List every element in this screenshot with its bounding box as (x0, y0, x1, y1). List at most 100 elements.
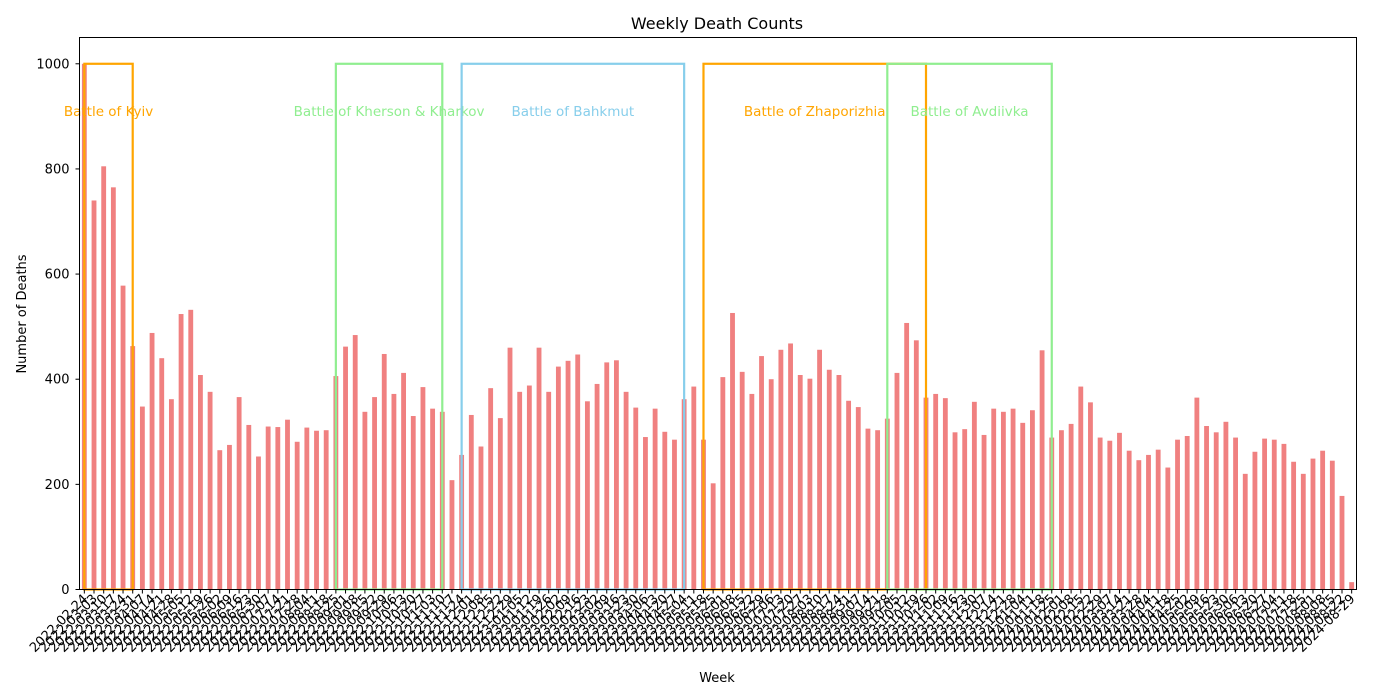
bar-2023-08-10 (817, 349, 822, 590)
bar-2023-09-21 (875, 430, 881, 590)
battle-label: Battle of Kyiv (64, 104, 153, 120)
bar-2022-10-06 (391, 393, 397, 590)
bar-2023-01-12 (526, 385, 532, 590)
bar-2022-03-10 (101, 166, 107, 590)
battle-label: Battle of Bahkmut (512, 104, 635, 120)
bar-2022-12-15 (488, 388, 494, 590)
bar-2024-07-04 (1271, 439, 1277, 590)
bar-2023-07-13 (778, 349, 784, 590)
bar-2023-11-09 (942, 398, 948, 590)
bar-2022-03-24 (120, 285, 126, 590)
bar-2023-08-17 (826, 369, 832, 590)
battle-box (702, 62, 928, 591)
bar-2024-08-29 (1349, 582, 1355, 590)
bar-2022-08-11 (314, 430, 319, 590)
bar-2023-04-06 (643, 437, 648, 590)
bar-2024-02-15 (1078, 386, 1084, 590)
bar-2022-04-07 (139, 406, 145, 590)
bar-2023-11-23 (962, 429, 968, 590)
bar-2023-09-14 (865, 428, 871, 590)
bar-2024-08-15 (1329, 460, 1335, 590)
x-axis-label: Week (699, 671, 735, 686)
bar-2022-09-29 (381, 353, 387, 590)
bar-2023-07-20 (788, 343, 793, 590)
bar-2023-10-19 (913, 340, 919, 590)
bar-2023-07-06 (768, 379, 774, 590)
bar-2024-07-11 (1281, 443, 1287, 590)
bar-2022-10-27 (420, 387, 426, 590)
bar-2024-02-29 (1097, 437, 1103, 590)
bar-2023-06-29 (759, 356, 764, 590)
bar-2023-02-23 (584, 401, 590, 590)
bar-2023-10-05 (894, 372, 900, 590)
bar-2022-06-16 (236, 397, 242, 590)
bar-2022-04-14 (149, 332, 155, 590)
plot-frame (79, 37, 1357, 590)
bar-2024-03-28 (1136, 460, 1142, 590)
bar-2022-06-02 (217, 450, 223, 590)
bar-2023-01-19 (536, 347, 542, 590)
bar-2022-11-17 (449, 480, 455, 590)
bar-2023-04-13 (652, 408, 658, 590)
bar-2024-01-18 (1039, 350, 1045, 590)
bar-2024-07-25 (1300, 473, 1306, 590)
bar-2023-02-16 (575, 354, 581, 590)
bar-2024-08-08 (1320, 450, 1326, 590)
bar-2022-12-22 (497, 418, 503, 590)
bar-2022-05-19 (198, 375, 203, 590)
bar-2023-11-16 (952, 432, 958, 590)
bar-2023-03-23 (623, 391, 629, 590)
bar-2022-12-29 (507, 347, 513, 590)
bar-2022-06-23 (246, 424, 252, 590)
bar-2023-05-11 (691, 386, 697, 590)
battle-box (886, 62, 1053, 591)
bar-2022-09-01 (343, 346, 348, 590)
battle-label: Battle of Avdiivka (910, 104, 1028, 120)
bar-2024-06-20 (1252, 451, 1258, 590)
battle-label: Battle of Zhaporizhia (744, 104, 886, 120)
bar-2024-08-22 (1339, 495, 1345, 590)
bar-2024-01-11 (1029, 410, 1035, 590)
bar-2023-03-30 (633, 407, 639, 590)
bar-2023-01-26 (546, 391, 552, 590)
bar-2022-09-22 (372, 397, 377, 590)
y-tick-label: 400 (45, 373, 70, 388)
bar-2023-03-16 (614, 360, 619, 590)
bar-2023-11-02 (933, 393, 939, 590)
bar-2023-12-28 (1010, 408, 1016, 590)
y-tick-label: 0 (61, 583, 69, 598)
bar-2024-06-13 (1242, 473, 1248, 590)
bar-2022-07-07 (265, 426, 271, 590)
y-axis-label: Number of Deaths (15, 254, 30, 373)
bar-2023-08-24 (836, 375, 842, 590)
bar-2023-08-03 (807, 378, 813, 590)
bar-2022-04-28 (168, 399, 174, 590)
bar-2022-06-09 (227, 444, 232, 590)
bar-2024-03-21 (1126, 450, 1132, 590)
bar-2024-06-06 (1233, 437, 1238, 590)
bar-2022-12-08 (478, 446, 484, 590)
bar-2024-05-02 (1184, 435, 1190, 590)
bar-2023-12-21 (1000, 411, 1006, 590)
bar-2024-04-25 (1175, 439, 1180, 590)
bar-2024-08-01 (1310, 458, 1316, 590)
bar-2022-03-03 (91, 200, 97, 590)
bar-2022-05-12 (188, 309, 194, 590)
bar-2024-07-18 (1291, 461, 1297, 590)
bar-2024-02-08 (1068, 423, 1074, 590)
bar-2022-09-15 (362, 411, 368, 590)
bar-2022-07-28 (294, 441, 300, 590)
bar-2024-05-30 (1223, 421, 1229, 590)
bar-2022-12-01 (468, 414, 474, 590)
bar-2024-03-07 (1107, 440, 1113, 590)
bar-2024-04-11 (1155, 449, 1161, 590)
bar-2024-04-18 (1165, 467, 1171, 590)
bar-2022-08-04 (304, 427, 310, 590)
bar-2023-12-07 (981, 434, 987, 590)
x-axis: 2022-02-242022-03-032022-03-102022-03-17… (27, 589, 1358, 656)
bar-2022-06-30 (256, 456, 261, 590)
y-tick-label: 200 (45, 478, 70, 493)
bar-2023-06-01 (720, 377, 726, 590)
bar-2022-04-21 (159, 358, 165, 590)
bar-2024-04-04 (1146, 454, 1151, 590)
